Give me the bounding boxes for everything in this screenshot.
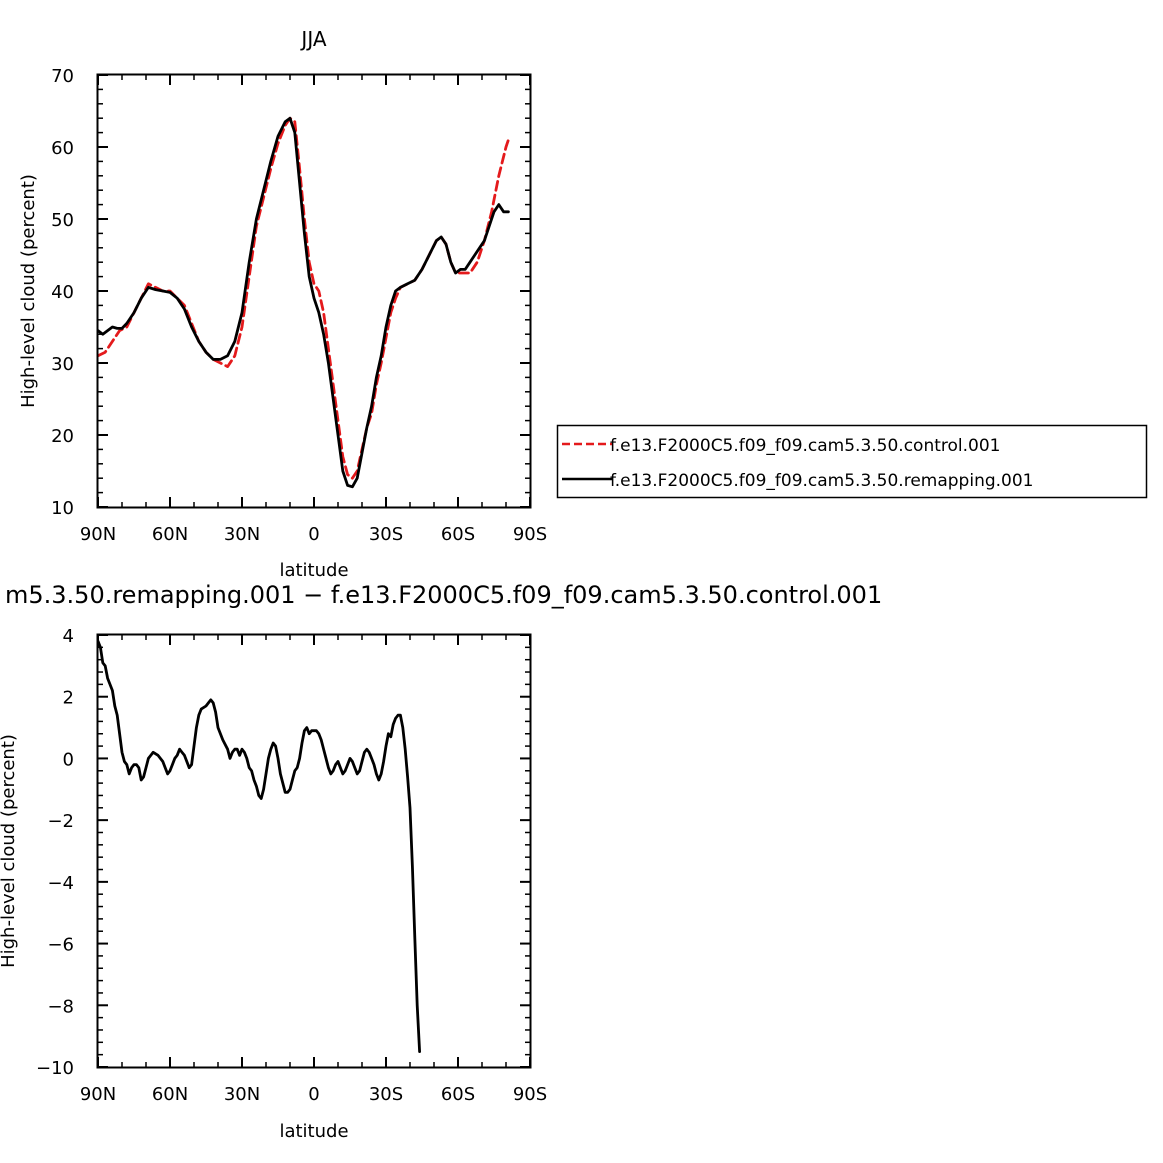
x-tick-label: 90S bbox=[513, 1084, 547, 1105]
x-tick-label: 60N bbox=[152, 524, 188, 545]
y-tick-label: −2 bbox=[47, 811, 74, 832]
y-tick-label: −10 bbox=[36, 1058, 74, 1079]
top-x-tick-labels: 90N 60N 30N 0 30S 60S 90S bbox=[80, 524, 547, 545]
top-series-lines bbox=[96, 116, 510, 489]
bottom-tick-marks bbox=[97, 634, 531, 1068]
bottom-difference-chart: m5.3.50.remapping.001 − f.e13.F2000C5.f0… bbox=[0, 581, 882, 1142]
y-tick-label: 30 bbox=[51, 354, 74, 375]
y-tick-label: −4 bbox=[47, 873, 74, 894]
y-tick-label: 4 bbox=[63, 626, 74, 647]
legend-control-label: f.e13.F2000C5.f09_f09.cam5.3.50.control.… bbox=[610, 436, 1001, 456]
bottom-y-tick-labels: −10 −8 −6 −4 −2 0 2 4 bbox=[36, 626, 74, 1079]
bottom-series-lines bbox=[96, 639, 421, 1053]
y-tick-label: 50 bbox=[51, 210, 74, 231]
series-line-0 bbox=[96, 116, 510, 480]
x-tick-label: 60S bbox=[441, 524, 475, 545]
top-y-axis-label: High-level cloud (percent) bbox=[18, 174, 39, 408]
y-tick-label: 2 bbox=[63, 688, 74, 709]
bottom-x-tick-labels: 90N 60N 30N 0 30S 60S 90S bbox=[80, 1084, 547, 1105]
top-line-chart: JJA 90N 60N 30N 0 30S 60S 90S 10 20 30 40 50 60 70 l… bbox=[18, 27, 547, 581]
x-tick-label: 60S bbox=[441, 1084, 475, 1105]
x-tick-label: 30S bbox=[369, 1084, 403, 1105]
legend-box bbox=[556, 424, 1148, 499]
y-tick-label: 60 bbox=[51, 138, 74, 159]
bottom-plot-frame bbox=[96, 633, 532, 1069]
top-y-tick-labels: 10 20 30 40 50 60 70 bbox=[51, 66, 74, 519]
y-tick-label: 0 bbox=[63, 749, 74, 770]
series-line-1 bbox=[96, 116, 510, 489]
y-tick-label: −8 bbox=[47, 996, 74, 1017]
legend: f.e13.F2000C5.f09_f09.cam5.3.50.control.… bbox=[556, 424, 1148, 499]
x-tick-label: 0 bbox=[308, 1084, 319, 1105]
x-tick-label: 90S bbox=[513, 524, 547, 545]
legend-remapping-label: f.e13.F2000C5.f09_f09.cam5.3.50.remappin… bbox=[610, 471, 1034, 491]
series-line-0 bbox=[96, 639, 421, 1053]
bottom-chart-title: m5.3.50.remapping.001 − f.e13.F2000C5.f0… bbox=[5, 581, 882, 609]
y-tick-label: 20 bbox=[51, 426, 74, 447]
x-tick-label: 90N bbox=[80, 1084, 116, 1105]
x-tick-label: 60N bbox=[152, 1084, 188, 1105]
x-tick-label: 30S bbox=[369, 524, 403, 545]
y-tick-label: 40 bbox=[51, 282, 74, 303]
top-x-axis-label: latitude bbox=[279, 560, 348, 581]
x-tick-label: 0 bbox=[308, 524, 319, 545]
y-tick-label: −6 bbox=[47, 935, 74, 956]
x-tick-label: 30N bbox=[224, 524, 260, 545]
top-plot-frame bbox=[96, 73, 532, 509]
y-tick-label: 70 bbox=[51, 66, 74, 87]
x-tick-label: 30N bbox=[224, 1084, 260, 1105]
top-chart-title: JJA bbox=[299, 27, 326, 51]
bottom-y-axis-label: High-level cloud (percent) bbox=[0, 734, 19, 968]
x-tick-label: 90N bbox=[80, 524, 116, 545]
y-tick-label: 10 bbox=[51, 498, 74, 519]
bottom-x-axis-label: latitude bbox=[279, 1121, 348, 1142]
